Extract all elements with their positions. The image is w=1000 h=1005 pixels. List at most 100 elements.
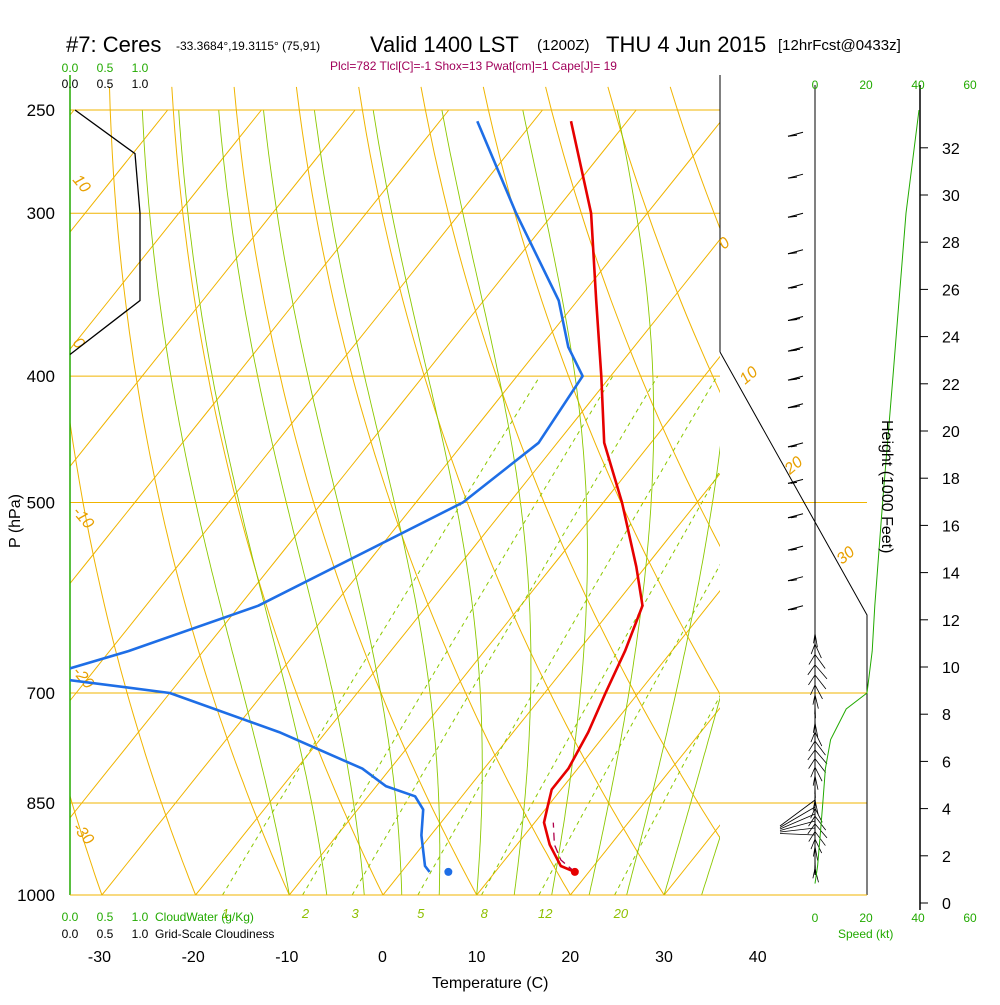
cloudiness-tick-top: 0.5 <box>97 77 114 91</box>
low-wind-barb <box>815 750 827 764</box>
height-tick: 18 <box>942 471 960 488</box>
cloudiness-tick-bottom: 0.0 <box>62 927 79 941</box>
low-wind-barb <box>809 655 815 665</box>
pressure-tick: 850 <box>27 794 55 813</box>
cloudiness-tick-bottom: 1.0 <box>132 927 149 941</box>
temperature-tick: 30 <box>655 949 673 966</box>
speed-tick-bottom-outer: 40 <box>911 911 925 925</box>
valid-time: Valid 1400 LST <box>370 32 519 57</box>
mixing-ratio-label: 8 <box>481 906 489 921</box>
wind-barb <box>788 514 803 518</box>
speed-tick-bottom: 0 <box>812 911 819 925</box>
low-wind-barb <box>815 675 826 689</box>
height-tick: 10 <box>942 660 960 677</box>
cloudwater-title: CloudWater (g/Kg) <box>155 910 254 924</box>
mixing-ratio-label: 2 <box>301 906 310 921</box>
low-wind-barb <box>811 767 815 777</box>
dry-adiabat-label: 30 <box>834 544 859 569</box>
cloudiness-title: Grid-Scale Cloudiness <box>155 927 274 941</box>
frame-right-lower <box>720 352 867 895</box>
temperature-tick: 40 <box>749 949 767 966</box>
isotherm-line <box>852 110 1000 895</box>
mixing-ratio-line <box>352 376 658 895</box>
pressure-tick: 400 <box>27 367 55 386</box>
x-axis-title: Temperature (C) <box>432 975 548 992</box>
cloudiness-tick-top: 0.0 <box>62 77 79 91</box>
dry-adiabat-line <box>483 87 872 923</box>
isotherm-label: -30 <box>69 820 97 849</box>
wind-barb <box>788 174 803 178</box>
dry-adiabat-line <box>733 87 1000 923</box>
temperature-tick: 10 <box>468 949 486 966</box>
isotherm-label: -10 <box>69 504 97 533</box>
cloudwater-tick-top: 1.0 <box>132 61 149 75</box>
speed-tick-bottom: 20 <box>859 911 873 925</box>
dry-adiabat-line <box>296 87 587 923</box>
height-axis-title: Height (1000 Feet) <box>878 420 895 553</box>
dry-adiabat-line <box>795 87 1000 923</box>
height-tick: 32 <box>942 141 960 158</box>
height-tick: 8 <box>942 707 951 724</box>
wind-barb <box>788 284 803 288</box>
wind-barb <box>788 132 803 136</box>
height-tick: 30 <box>942 188 960 205</box>
low-wind-barb <box>811 644 815 654</box>
wind-barb <box>788 250 803 254</box>
isotherm-label: 10 <box>69 172 94 197</box>
dewpoint-line <box>42 121 582 872</box>
dry-adiabat-line <box>919 87 1000 923</box>
mixing-ratio-label: 3 <box>352 906 360 921</box>
mixing-ratio-label: 20 <box>613 906 629 921</box>
temperature-tick: -30 <box>88 949 111 966</box>
low-wind-barb <box>809 759 815 769</box>
wind-barb <box>788 213 803 217</box>
height-tick: 24 <box>942 330 960 347</box>
low-wind-barb <box>808 675 815 685</box>
mixing-ratio-line <box>418 376 717 895</box>
temperature-tick: 0 <box>378 949 387 966</box>
wind-barb-850 <box>780 814 815 829</box>
low-wind-barb <box>811 732 815 742</box>
wind-barb <box>788 546 803 550</box>
height-tick: 14 <box>942 566 960 583</box>
cloudiness-line <box>70 110 140 355</box>
height-tick: 4 <box>942 802 951 819</box>
pressure-tick: 1000 <box>17 886 55 905</box>
y-axis-title: P (hPa) <box>7 494 24 548</box>
stability-indices: Plcl=782 Tlcl[C]=-1 Shox=13 Pwat[cm]=1 C… <box>330 59 617 73</box>
wind-barb <box>788 479 803 483</box>
temperature-tick: 20 <box>561 949 579 966</box>
height-tick: 0 <box>942 896 951 913</box>
dry-adiabat-line <box>608 87 1000 923</box>
mixing-ratio-line <box>223 376 541 895</box>
wind-barb <box>788 347 803 351</box>
mixing-ratio-line <box>539 376 826 895</box>
valid-date: THU 4 Jun 2015 <box>606 32 766 57</box>
cloudiness-layer <box>70 110 140 355</box>
height-tick: 20 <box>942 424 960 441</box>
wind-barb <box>788 606 803 610</box>
cloudiness-tick-bottom: 0.5 <box>97 927 114 941</box>
wind-barb <box>788 316 803 320</box>
height-tick: 26 <box>942 282 960 299</box>
wind-barb <box>788 443 803 447</box>
cloudiness-tick-top: 1.0 <box>132 77 149 91</box>
zulu-time: (1200Z) <box>537 37 590 54</box>
profile-layer <box>42 121 642 876</box>
low-wind-barb <box>815 695 818 709</box>
pressure-tick: 300 <box>27 204 55 223</box>
dry-adiabat-label: 0 <box>716 234 734 253</box>
height-tick: 16 <box>942 518 960 535</box>
dry-adiabat-label: 10 <box>737 364 762 389</box>
cloudwater-tick-top: 0.5 <box>97 61 114 75</box>
wind-barb-850 <box>780 834 815 836</box>
height-tick: 12 <box>942 613 960 630</box>
pressure-tick: 500 <box>27 494 55 513</box>
station-title: #7: Ceres <box>66 32 161 57</box>
cloudwater-tick-top: 0.0 <box>62 61 79 75</box>
speed-tick-top: 60 <box>963 78 977 92</box>
low-wind-barb <box>808 665 815 675</box>
